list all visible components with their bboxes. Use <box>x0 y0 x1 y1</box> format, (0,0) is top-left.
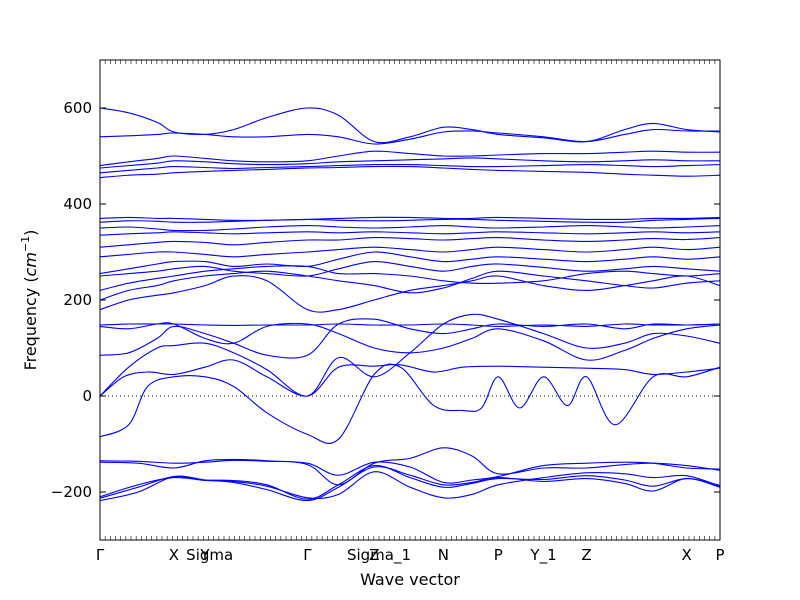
band-line-6 <box>99 363 721 444</box>
y-axis-title-close-paren: ) <box>21 230 40 236</box>
band-line-26 <box>99 150 721 167</box>
band-line-14 <box>99 265 721 291</box>
band-line-11 <box>99 322 721 361</box>
band-line-7 <box>99 359 721 397</box>
x-tick-label: Y <box>199 546 210 564</box>
x-axis-title: Wave vector <box>360 570 460 589</box>
y-axis-title: Frequency (cm−1) <box>19 230 40 371</box>
y-axis-title-text: Frequency <box>21 288 40 371</box>
x-tick-label: Y_1 <box>529 546 556 565</box>
band-line-9 <box>99 318 721 359</box>
band-line-24 <box>99 163 721 174</box>
y-axis-title-open-paren: ( <box>21 276 40 287</box>
x-tick-label: X <box>681 546 691 564</box>
x-tick-label: N <box>438 546 449 564</box>
y-tick-label: −200 <box>51 483 92 501</box>
plot-area <box>99 107 721 502</box>
band-line-15 <box>99 261 721 277</box>
band-line-22 <box>99 216 721 221</box>
band-line-23 <box>99 165 721 179</box>
y-axis-ticks: −200 0 200 400 600 <box>51 99 720 501</box>
band-line-28 <box>99 107 721 144</box>
plot-frame <box>99 59 721 541</box>
band-line-12 <box>99 275 721 313</box>
band-line-21 <box>99 217 721 223</box>
band-line-5 <box>99 459 721 484</box>
x-tick-label: Sigma <box>186 546 233 564</box>
x-tick-label: P <box>494 546 503 564</box>
band-line-18 <box>99 237 721 248</box>
band-line-25 <box>99 157 721 169</box>
band-line-3 <box>99 471 721 499</box>
x-tick-label: Γ <box>96 546 105 564</box>
band-line-20 <box>99 225 721 232</box>
x-tick-label: Z <box>581 546 591 564</box>
y-axis-title-unit: cm <box>21 252 40 276</box>
x-tick-label: P <box>715 546 724 564</box>
y-axis-title-unit-exponent: −1 <box>19 236 32 252</box>
band-line-10 <box>99 323 721 327</box>
band-line-19 <box>99 231 721 236</box>
band-line-8 <box>99 313 721 397</box>
band-line-17 <box>99 246 721 258</box>
x-tick-label: Γ <box>303 546 312 564</box>
x-tick-label: X <box>169 546 179 564</box>
y-tick-label: 0 <box>82 387 92 405</box>
band-line-13 <box>99 270 721 301</box>
y-tick-label: 600 <box>63 99 92 117</box>
y-tick-label: 400 <box>63 195 92 213</box>
x-tick-label: Z <box>369 546 379 564</box>
y-tick-label: 200 <box>63 291 92 309</box>
band-line-16 <box>99 251 721 275</box>
band-line-4 <box>99 447 721 486</box>
x-tick-label: Sigma_1 <box>347 546 411 565</box>
